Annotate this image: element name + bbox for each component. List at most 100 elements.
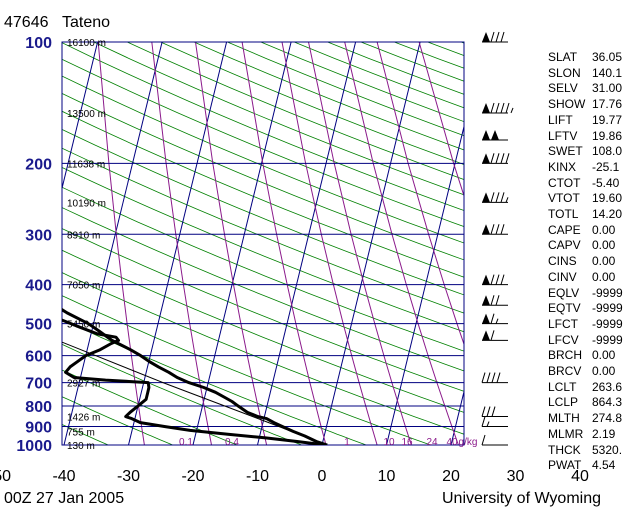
station-id: 47646 [4,14,49,31]
wind-barb-flag [500,274,505,285]
isotherm-line [386,124,464,445]
isobar-lines [62,41,464,446]
dry-adiabat-line [62,147,464,314]
dry-adiabat-line [62,92,464,261]
index-name: SLAT [548,50,578,64]
index-row: CINS 0.00 [548,254,632,270]
index-value: -9999 [592,301,623,316]
mixing-ratio-label: 40 [446,437,458,448]
pressure-tick-label: 300 [25,227,52,244]
mixing-ratio-label: 10 [383,437,395,448]
mixing-ratio-label: 24 [426,437,438,448]
dry-adiabat-line [62,319,367,445]
wind-barb-flag [486,406,491,417]
index-row: MLTH 274.8 [548,411,632,427]
index-row: TOTL 14.20 [548,207,632,223]
dry-adiabat-line [62,396,173,445]
index-row: EQTV -9999 [548,301,632,317]
index-row: SWET 108.0 [548,144,632,160]
dry-adiabat-line [62,110,464,278]
sounding-profiles [62,307,328,445]
index-row: KINX -25.1 [548,160,632,176]
index-value: 14.20 [592,207,623,222]
mixing-ratio-line [308,42,412,445]
pressure-tick-label: 900 [25,420,52,437]
pressure-tick-label: 700 [25,376,52,393]
temperature-tick-label: -30 [117,468,140,485]
wind-barb-pennant [491,129,499,140]
wind-barb-flag [481,434,486,446]
index-name: TOTL [548,207,579,222]
mixing-ratio-label: g/kg [459,437,478,448]
height-labels: 16100 m 13500 m 11638 m 10190 m 8910 m 7050 m… [67,38,106,452]
index-value: -9999 [592,332,623,347]
index-value: -9999 [592,316,623,331]
wind-barb-flag [495,192,500,203]
mixing-ratio-lines [97,42,464,445]
pressure-tick-label: 800 [25,399,52,416]
index-value: 19.86 [592,128,623,143]
mixing-ratio-line [281,42,378,445]
index-value: -25.1 [592,159,620,174]
index-row: MLMR 2.19 [548,427,632,443]
wind-barb-flag [500,102,505,114]
dry-adiabat-line [62,228,464,392]
index-name: CAPV [548,238,581,253]
wind-barb-pennant [482,192,490,203]
wind-barbs [481,31,514,446]
index-name: CINV [548,269,577,284]
wind-barb-flag [495,274,500,285]
index-row: SLAT 36.05 [548,50,632,66]
index-name: MLTH [548,411,580,426]
index-name: CAPE [548,222,581,237]
index-name: LCLP [548,395,579,410]
height-label: 755 m [67,427,95,438]
height-label: 7050 m [67,281,100,292]
stability-indices-table: SLAT 36.05 SLON 140.1 SELV 31.00 SHOW 17.76 LIFT… [548,50,632,474]
index-name: SELV [548,81,578,96]
wind-barb-flag [490,224,495,235]
wind-barb-flag [491,406,496,417]
wind-barb [482,129,508,141]
pressure-tick-label: 600 [25,349,52,366]
wind-barb-pennant [482,153,490,164]
index-row: BRCV 0.00 [548,364,632,380]
isotherm-lines [62,42,464,445]
temperature-tick-label: -40 [52,468,75,485]
temperature-tick-label: -20 [181,468,204,485]
wind-barb-flag [500,192,505,203]
wind-barb-half-flag [495,318,499,324]
wind-barb-flag [490,295,495,306]
pressure-tick-label: 100 [25,35,52,52]
temperature-tick-label: 30 [507,468,525,485]
wind-barb-flag [490,313,495,324]
wind-barb [482,31,508,43]
index-value: 4.54 [592,458,616,473]
wind-barb-half-flag [505,197,509,203]
wind-barb [481,372,508,384]
temperature-tick-label: 20 [442,468,460,485]
wind-barb-flag [490,31,495,43]
wind-barb-flag [486,372,491,383]
index-name: EQTV [548,301,581,316]
dewpoint-line [62,318,326,445]
wind-barb [482,313,508,325]
data-source: University of Wyoming [442,490,602,507]
mixing-ratio-label: 0.4 [225,437,239,448]
wind-barb-flag [496,372,501,383]
wind-barb-flag [500,153,505,164]
index-row: LCLT 263.6 [548,380,632,396]
wind-barb-pennant [482,129,490,140]
wind-barb-flag [495,295,500,306]
index-value: 2.19 [592,426,616,441]
wind-barb [482,153,510,164]
wind-barb [482,330,508,341]
temperature-line [62,307,328,445]
dry-adiabat-line [62,129,464,296]
isotherm-line [62,42,99,191]
index-value: 19.60 [592,191,623,206]
index-row: PWAT 4.54 [548,458,632,474]
index-row: THCK 5320. [548,443,632,459]
wind-barb-flag [500,31,505,43]
